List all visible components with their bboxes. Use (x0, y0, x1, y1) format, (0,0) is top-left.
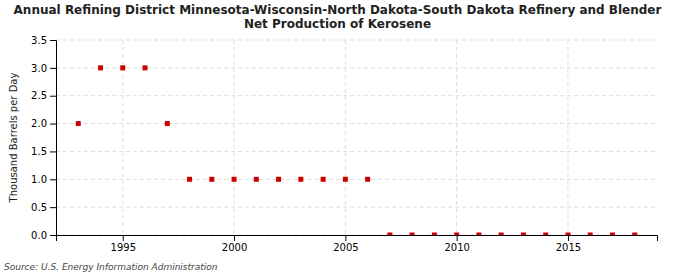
y-tick-mark (50, 124, 56, 125)
y-axis-line (50, 41, 57, 236)
data-point (499, 233, 504, 236)
y-grid-line (56, 179, 657, 180)
source-note: Source: U.S. Energy Information Administ… (4, 262, 218, 272)
y-tick-label: 2.5 (31, 90, 47, 101)
data-point (610, 233, 615, 236)
x-axis-line (57, 236, 658, 242)
y-grid-line (56, 207, 657, 208)
x-tick-label: 2015 (556, 242, 581, 253)
data-point (543, 233, 548, 236)
y-tick: 3.0 (31, 63, 56, 74)
y-grid-line (56, 95, 657, 96)
title-line: Annual Refining District Minnesota-Wisco… (14, 3, 662, 17)
chart-container: 1995 2000 2005 2010 2015 0.0 0.5 1.0 1.5 2.0 2.5 3.… (0, 0, 675, 275)
x-tick-mark (568, 235, 569, 241)
y-tick-label: 1.0 (31, 174, 47, 185)
title: Annual Refining District Minnesota-Wisco… (14, 3, 662, 31)
data-point (454, 233, 459, 236)
y-axis-label: Thousand Barrels per Day (8, 73, 19, 204)
x-tick: 2000 (222, 235, 247, 253)
data-point (76, 121, 81, 126)
y-tick: 0.5 (31, 202, 56, 213)
x-grid-line (345, 40, 346, 235)
y-tick-label: 2.0 (31, 118, 47, 129)
x-axis: 1995 2000 2005 2010 2015 (57, 235, 658, 253)
plot-area: 1995 2000 2005 2010 2015 0.0 0.5 1.0 1.5 2.0 2.5 3.… (31, 35, 657, 253)
y-grid-line (56, 40, 657, 41)
x-tick-mark (345, 235, 346, 241)
y-tick-mark (50, 207, 56, 208)
y-axis: 0.0 0.5 1.0 1.5 2.0 2.5 3.0 3.5 (31, 35, 56, 241)
y-tick: 1.5 (31, 146, 56, 157)
x-tick: 2010 (444, 235, 469, 253)
x-tick-label: 2000 (222, 242, 247, 253)
y-tick-mark (50, 235, 56, 236)
x-tick-mark (123, 235, 124, 241)
title-line: Net Production of Kerosene (244, 17, 431, 31)
y-tick-mark (50, 68, 56, 69)
data-point (321, 177, 326, 182)
data-point (410, 233, 415, 236)
data-point (187, 177, 192, 182)
y-tick-label: 3.0 (31, 63, 47, 74)
y-tick-mark (50, 151, 56, 152)
data-point (165, 121, 170, 126)
x-grid-line (567, 40, 568, 235)
data-point (632, 233, 637, 236)
y-tick-label: 3.5 (31, 35, 47, 46)
x-tick: 2005 (333, 235, 358, 253)
data-point (143, 65, 148, 70)
data-point (209, 177, 214, 182)
data-point (120, 65, 125, 70)
y-grid-line (56, 151, 657, 152)
y-tick-mark (50, 96, 56, 97)
x-tick-label: 1995 (111, 242, 136, 253)
data-point (98, 65, 103, 70)
data-point (298, 177, 303, 182)
y-tick: 2.5 (31, 90, 56, 101)
x-tick-mark (234, 235, 235, 241)
data-point (365, 177, 370, 182)
x-tick-mark (457, 235, 458, 241)
y-tick: 1.0 (31, 174, 56, 185)
y-tick: 0.0 (31, 230, 56, 241)
y-tick-label: 0.0 (31, 230, 47, 241)
y-tick-mark (50, 179, 56, 180)
x-tick-label: 2010 (444, 242, 469, 253)
x-grid-line (456, 40, 457, 235)
data-point (565, 233, 570, 236)
y-tick-label: 0.5 (31, 202, 47, 213)
x-grid-line (234, 40, 235, 235)
x-tick-label: 2005 (333, 242, 358, 253)
points (76, 65, 637, 235)
x-tick: 1995 (111, 235, 136, 253)
chart-svg: 1995 2000 2005 2010 2015 0.0 0.5 1.0 1.5 2.0 2.5 3.… (0, 0, 675, 275)
y-tick-label: 1.5 (31, 146, 47, 157)
data-point (476, 233, 481, 236)
data-point (254, 177, 259, 182)
y-tick: 2.0 (31, 118, 56, 129)
data-point (232, 177, 237, 182)
data-point (588, 233, 593, 236)
data-point (343, 177, 348, 182)
data-point (276, 177, 281, 182)
y-tick-mark (50, 40, 56, 41)
data-point (521, 233, 526, 236)
data-point (432, 233, 437, 236)
grid (56, 40, 657, 235)
y-tick: 3.5 (31, 35, 56, 46)
data-point (387, 233, 392, 236)
y-grid-line (56, 123, 657, 124)
x-tick: 2015 (556, 235, 581, 253)
